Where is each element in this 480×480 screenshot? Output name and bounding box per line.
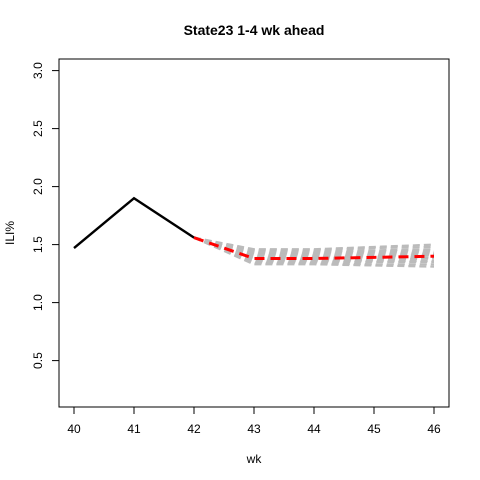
ensemble-line-4 [193,236,434,262]
y-axis-label: ILI% [3,221,17,245]
ensemble-line-8 [193,236,435,258]
series-layer [73,196,435,268]
ensemble-line-6 [193,236,434,260]
x-tick-label-43: 43 [247,422,261,436]
y-tick-label-0.5: 0.5 [31,352,45,369]
x-tick-label-44: 44 [307,422,321,436]
y-tick-label-2.5: 2.5 [31,120,45,137]
x-tick-label-42: 42 [187,422,201,436]
ensemble-line-14 [193,236,435,251]
x-tick-label-40: 40 [67,422,81,436]
y-tick-label-2.0: 2.0 [31,178,45,195]
ensemble-line-1 [193,236,435,268]
x-tick-label-46: 46 [427,422,441,436]
y-axis: 0.5 1.0 1.5 2.0 2.5 3.0 [31,62,60,369]
observed-line [73,196,195,250]
plot-frame [58,58,450,408]
ensemble-line-5 [193,236,435,261]
ensemble-line-10 [193,236,435,255]
y-tick-label-1.0: 1.0 [31,294,45,311]
chart-title: State23 1-4 wk ahead [184,22,325,38]
ensemble-line-11 [193,236,435,254]
x-axis-label: wk [246,452,263,466]
y-tick-label-3.0: 3.0 [31,62,45,79]
ensemble-line-12 [193,236,435,253]
x-tick-label-45: 45 [367,422,381,436]
ensemble-line-3 [193,236,434,264]
x-tick-label-41: 41 [127,422,141,436]
ensemble-line-9 [193,236,435,257]
ensemble-line-13 [193,236,435,252]
ensemble-line-7 [193,236,435,259]
x-axis: 40 41 42 43 44 45 46 [67,406,441,436]
ensemble-line-2 [193,236,434,266]
y-tick-label-1.5: 1.5 [31,236,45,253]
